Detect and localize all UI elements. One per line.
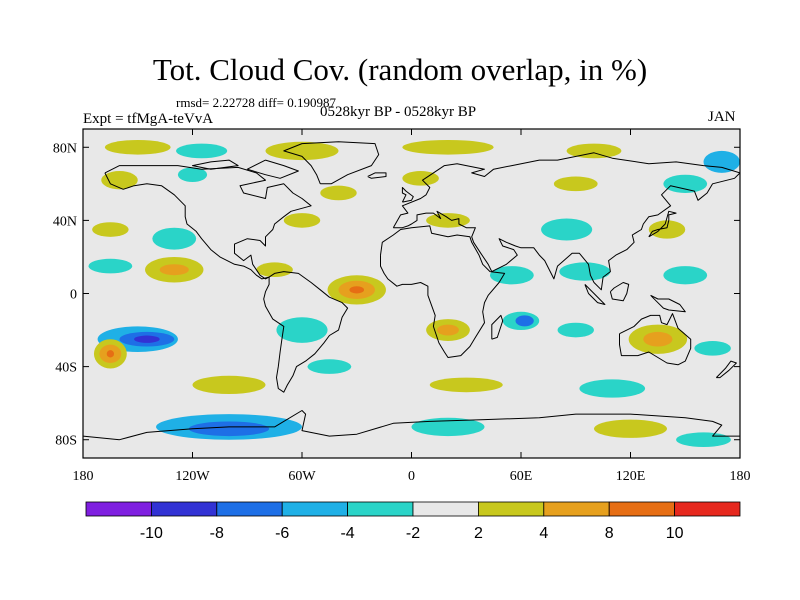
anomaly-blob-teal — [177, 167, 208, 183]
colorbar-label: 2 — [474, 525, 483, 542]
coastline — [584, 284, 606, 305]
colorbar-label: 8 — [605, 525, 614, 542]
anomaly-blob-yellow — [402, 171, 439, 186]
map-area: 180 120W 60W 0 60E 120E 180 80N 40N 0 40S 80S — [53, 128, 751, 484]
anomaly-blob-yellow — [256, 262, 293, 278]
coastline — [83, 410, 740, 441]
y-tick-label: 40N — [53, 214, 77, 229]
x-tick-label: 60W — [288, 469, 316, 484]
colorbar-swatch — [608, 501, 676, 517]
coastline — [283, 141, 380, 185]
anomaly-blob-orange — [643, 331, 673, 347]
colorbar-swatch — [281, 501, 349, 517]
coastline — [392, 152, 740, 291]
anomaly-blob-cyan — [703, 150, 740, 173]
coastline — [491, 314, 504, 340]
anomaly-blob-teal — [176, 143, 228, 159]
anomaly-field — [88, 139, 740, 448]
colorbar-swatch — [477, 501, 545, 517]
coastline — [619, 313, 692, 366]
anomaly-blob-yellow — [104, 139, 171, 155]
coastline — [609, 282, 630, 302]
colorbar: -10 -8 -6 -4 -2 2 4 8 10 — [85, 501, 741, 542]
anomaly-blob-teal — [557, 322, 594, 338]
y-tick-label: 80N — [53, 141, 77, 156]
anomaly-blob-teal — [152, 227, 197, 250]
coastline — [715, 360, 737, 379]
coastline — [648, 210, 677, 238]
anomaly-blob-teal — [694, 341, 731, 356]
y-tick-label: 40S — [55, 361, 77, 376]
colorbar-label: -8 — [210, 525, 224, 542]
anomaly-blob-indigo — [134, 335, 160, 343]
colorbar-swatch — [543, 501, 610, 517]
anomaly-blob-teal — [541, 218, 593, 241]
y-tick-label: 80S — [55, 434, 77, 449]
anomaly-blob-yellow — [92, 222, 129, 237]
coastline — [263, 271, 349, 393]
axis-ticks: 180 120W 60W 0 60E 120E 180 80N 40N 0 40S 80S — [53, 129, 751, 484]
colorbar-label: -4 — [340, 525, 354, 542]
x-tick-label: 60E — [510, 469, 533, 484]
anomaly-blob-yellow — [594, 419, 667, 438]
colorbar-label: -2 — [406, 525, 420, 542]
anomaly-blob-teal — [307, 359, 352, 374]
colorbar-swatch — [674, 501, 741, 517]
period-label: 0528kyr BP - 0528kyr BP — [320, 104, 477, 120]
anomaly-blob-yellow — [566, 143, 622, 159]
x-tick-label: 120W — [175, 469, 210, 484]
anomaly-blob-yellow — [429, 377, 503, 393]
coastline — [367, 172, 387, 179]
anomaly-blob-yellow — [192, 375, 266, 395]
coastline — [104, 165, 312, 280]
coastline — [192, 159, 239, 170]
colorbar-label: -6 — [275, 525, 289, 542]
colorbar-swatch — [216, 501, 283, 517]
colorbar-swatch — [85, 501, 152, 517]
coastline — [380, 225, 506, 358]
x-tick-label: 180 — [730, 469, 751, 484]
anomaly-blob-teal — [579, 379, 646, 398]
stats-text: rmsd= 2.22728 diff= 0.190987 — [176, 95, 336, 110]
anomaly-blob-yellow — [101, 171, 138, 190]
anomaly-blob-teal — [663, 174, 708, 193]
colorbar-label: 4 — [539, 525, 548, 542]
x-tick-label: 180 — [73, 469, 94, 484]
anomaly-blob-yellow — [265, 141, 339, 161]
anomaly-blob-yellow — [648, 220, 686, 239]
anomaly-blob-teal — [676, 432, 731, 448]
map-title: Tot. Cloud Cov. (random overlap, in %) — [152, 52, 648, 87]
experiment-label: Expt = tfMgA-teVvA — [83, 111, 214, 127]
x-tick-label: 120E — [616, 469, 646, 484]
anomaly-blob-orange — [159, 264, 189, 276]
coastline — [246, 159, 299, 179]
y-tick-label: 0 — [70, 288, 77, 303]
anomaly-blob-yellow — [320, 185, 357, 201]
anomaly-blob-teal — [663, 266, 708, 285]
colorbar-swatch — [347, 501, 414, 517]
anomaly-blob-darkorange — [106, 350, 115, 358]
anomaly-blob-yellow — [553, 176, 598, 192]
anomaly-blob-teal — [411, 417, 485, 437]
colorbar-label: -10 — [140, 525, 163, 542]
anomaly-blob-darkorange — [349, 286, 365, 294]
anomaly-blob-teal — [88, 258, 133, 274]
colorbar-swatch — [412, 501, 479, 517]
anomaly-blob-yellow — [402, 139, 494, 155]
anomaly-blob-blue — [188, 421, 270, 437]
anomaly-blob-blue — [515, 315, 534, 327]
anomaly-blob-yellow — [426, 213, 470, 228]
anomaly-blob-teal — [559, 262, 611, 281]
month-label: JAN — [708, 109, 736, 125]
coastline — [401, 187, 414, 203]
x-tick-label: 0 — [408, 469, 415, 484]
colorbar-label: 10 — [666, 525, 684, 542]
coastlines — [83, 141, 740, 441]
anomaly-blob-orange — [437, 324, 459, 336]
coastline — [650, 294, 686, 313]
colorbar-swatch — [150, 501, 218, 517]
anomaly-blob-teal — [276, 317, 328, 343]
anomaly-blob-yellow — [283, 213, 321, 228]
